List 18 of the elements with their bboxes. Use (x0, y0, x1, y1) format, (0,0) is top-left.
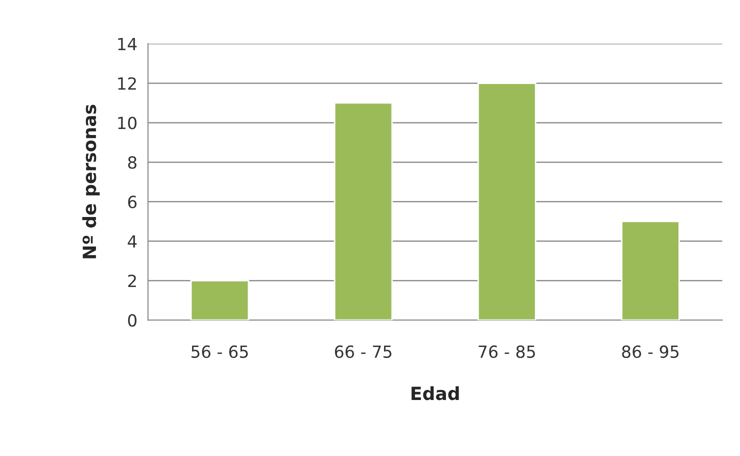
y-tick-label: 10 (118, 116, 136, 130)
y-tick-label: 4 (128, 235, 137, 248)
bar (621, 220, 680, 320)
y-tick-label: 14 (118, 38, 137, 50)
bar (477, 82, 536, 320)
y-axis-title: Nº de personas (82, 104, 100, 258)
bar (334, 102, 393, 320)
y-tick-label: 2 (128, 274, 136, 287)
y-tick-label: 8 (128, 156, 136, 169)
y-tick-label: 0 (128, 314, 136, 327)
x-tick-label: 56 - 65 (192, 345, 248, 358)
y-tick-label: 6 (128, 196, 137, 208)
x-tick-label: 66 - 75 (334, 345, 392, 358)
x-tick-label: 76 - 85 (478, 345, 535, 358)
x-tick-label: 86 - 95 (622, 345, 679, 358)
bar (190, 280, 250, 320)
x-axis-title: Edad (412, 386, 459, 400)
y-tick-label: 12 (118, 77, 136, 90)
